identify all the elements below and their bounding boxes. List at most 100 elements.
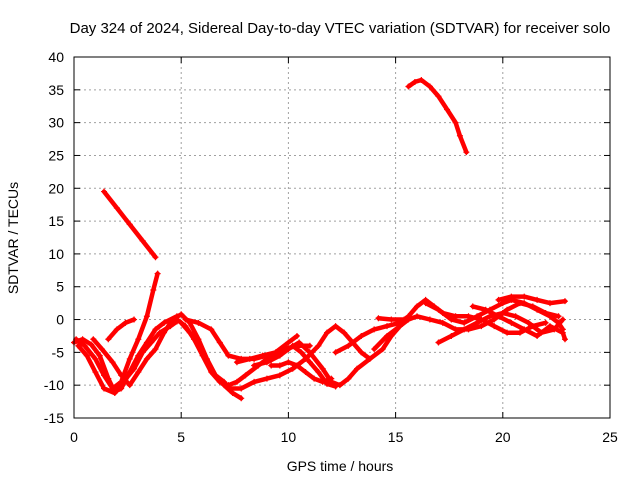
data-point (474, 319, 481, 326)
data-point (358, 349, 365, 356)
data-point (111, 390, 118, 397)
data-point (491, 323, 498, 330)
data-point (182, 316, 189, 323)
data-point (435, 93, 442, 100)
data-point (143, 313, 150, 320)
data-point (135, 369, 142, 376)
x-tick-label: 0 (70, 429, 78, 445)
data-point (259, 352, 266, 359)
data-point (173, 316, 180, 323)
data-point (285, 339, 292, 346)
data-point (203, 359, 210, 366)
data-point (139, 237, 146, 244)
data-point (546, 313, 553, 320)
data-point (143, 355, 150, 362)
data-point (238, 385, 245, 392)
data-point (178, 311, 185, 318)
data-point (521, 326, 528, 333)
data-point (293, 332, 300, 339)
data-point (96, 352, 103, 359)
data-point (272, 349, 279, 356)
data-point (152, 346, 159, 353)
data-point (499, 300, 506, 307)
x-tick-label: 15 (388, 429, 404, 445)
data-point (229, 390, 236, 397)
data-point (298, 349, 305, 356)
x-tick-label: 20 (495, 429, 511, 445)
data-point (246, 355, 253, 362)
data-point (366, 355, 373, 362)
data-point (263, 375, 270, 382)
data-point (148, 339, 155, 346)
data-point (411, 78, 418, 85)
data-point (414, 313, 421, 320)
data-point (491, 316, 498, 323)
data-point (358, 332, 365, 339)
y-tick-label: 35 (48, 82, 64, 98)
data-point (233, 378, 240, 385)
plot-frame (73, 56, 611, 419)
y-tick-label: 5 (56, 279, 64, 295)
data-point (276, 352, 283, 359)
data-point (542, 319, 549, 326)
data-point (452, 313, 459, 320)
data-point (105, 336, 112, 343)
x-axis-label: GPS time / hours (287, 458, 394, 474)
data-point (109, 359, 116, 366)
data-point (83, 352, 90, 359)
data-point (251, 362, 258, 369)
data-point (345, 342, 352, 349)
data-point (268, 362, 275, 369)
data-point (371, 326, 378, 333)
data-point (323, 380, 330, 387)
data-point (315, 342, 322, 349)
data-point (341, 329, 348, 336)
data-point (208, 326, 215, 333)
data-point (221, 378, 228, 385)
data-point (131, 316, 138, 323)
data-point (388, 316, 395, 323)
x-tick-label: 5 (177, 429, 185, 445)
data-point (323, 329, 330, 336)
data-point (306, 359, 313, 366)
data-point (126, 221, 133, 228)
data-point (212, 372, 219, 379)
data-point (276, 372, 283, 379)
y-tick-label: 40 (48, 49, 64, 65)
data-point (559, 329, 566, 336)
series-track-3 (76, 319, 180, 396)
data-point (444, 106, 451, 113)
data-point (92, 369, 99, 376)
data-point (152, 326, 159, 333)
data-point (118, 372, 125, 379)
data-point (448, 316, 455, 323)
y-tick-label: 0 (56, 312, 64, 328)
data-point (463, 149, 470, 156)
data-point (293, 362, 300, 369)
data-point (285, 346, 292, 353)
data-point (561, 336, 568, 343)
chart-title: Day 324 of 2024, Sidereal Day-to-day VTE… (70, 20, 611, 37)
series-track-18 (406, 77, 469, 155)
data-point (508, 293, 515, 300)
data-point (233, 359, 240, 366)
data-point (113, 326, 120, 333)
data-point (384, 323, 391, 330)
x-tick-label: 10 (281, 429, 297, 445)
y-tick-label: 20 (48, 180, 64, 196)
series-track-6 (106, 317, 137, 342)
series-track-8 (178, 320, 227, 385)
data-point (478, 323, 485, 330)
data-point (101, 385, 108, 392)
data-point (426, 83, 433, 90)
data-point (375, 315, 382, 322)
data-point (101, 188, 108, 195)
data-point (113, 204, 120, 211)
data-point (516, 329, 523, 336)
data-point (426, 316, 433, 323)
data-point (332, 349, 339, 356)
data-point (504, 329, 511, 336)
data-point (178, 319, 185, 326)
data-point (405, 83, 412, 90)
